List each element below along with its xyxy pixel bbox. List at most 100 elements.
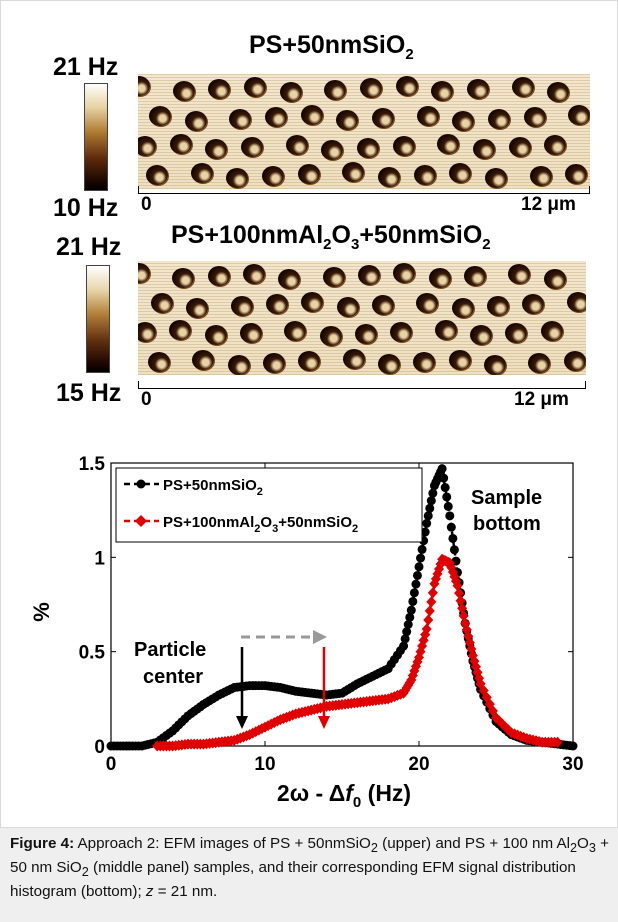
y-tick-label: 0 xyxy=(94,737,105,758)
top-colorbar-max-label: 21 Hz xyxy=(53,53,119,81)
histogram-chart: 0 10 20 30 0 0.5 1 1.5 PS+50nmSiO2 PS+100nmAl2O… xyxy=(29,454,584,811)
series-1-point xyxy=(405,612,415,622)
top-colorbar-min-label: 10 Hz xyxy=(53,194,119,222)
x-tick-label: 10 xyxy=(254,754,275,775)
series-2-point xyxy=(452,580,463,592)
efm-particle xyxy=(230,295,253,316)
efm-particle xyxy=(226,168,249,189)
series-1-point xyxy=(442,492,452,502)
efm-particle xyxy=(355,324,377,344)
efm-particle xyxy=(470,325,492,345)
middle-scale-start: 0 xyxy=(141,389,152,410)
middle-efm-image xyxy=(138,261,586,375)
series-1-point xyxy=(439,473,449,483)
efm-particle xyxy=(342,348,365,369)
efm-particle xyxy=(241,136,263,157)
efm-particle xyxy=(138,76,150,96)
middle-scale-bar xyxy=(138,381,586,389)
efm-particle xyxy=(169,320,192,340)
annotation-particle: Particle xyxy=(134,639,206,661)
series-2-point xyxy=(454,587,465,599)
efm-particle xyxy=(540,321,563,341)
efm-particle xyxy=(529,166,552,187)
series-1-point xyxy=(399,641,409,651)
series-1-point xyxy=(420,527,430,537)
efm-particle xyxy=(172,81,195,101)
series-2-point xyxy=(460,617,471,629)
series-1-point xyxy=(411,579,421,589)
middle-colorbar xyxy=(86,265,110,373)
efm-particle xyxy=(336,296,359,317)
series-1-point xyxy=(426,496,436,506)
efm-particle xyxy=(378,167,400,188)
series-1-point xyxy=(440,483,450,493)
series-2-point xyxy=(409,665,420,677)
efm-particle xyxy=(357,137,379,158)
series-1-point xyxy=(408,596,418,606)
efm-particle xyxy=(566,291,586,312)
efm-particle xyxy=(543,269,566,289)
efm-particle xyxy=(279,82,302,102)
series-2-point xyxy=(420,629,431,641)
series-2-point xyxy=(426,596,437,608)
series-2-point xyxy=(417,640,428,652)
efm-particle xyxy=(192,349,215,370)
efm-particle xyxy=(568,104,590,125)
efm-particle xyxy=(278,269,301,289)
efm-particle xyxy=(319,326,342,346)
series-2-point xyxy=(432,568,443,580)
efm-particle xyxy=(205,138,228,159)
efm-particle xyxy=(265,106,287,127)
efm-particle xyxy=(547,82,570,102)
red-marker-head xyxy=(318,716,330,729)
series-2-point xyxy=(470,661,481,673)
efm-particle xyxy=(485,168,507,189)
middle-colorbar-max-label: 21 Hz xyxy=(56,233,122,261)
efm-particle xyxy=(484,354,506,375)
efm-particle xyxy=(263,352,285,373)
series-1-point xyxy=(568,741,578,751)
series-1-point xyxy=(417,544,427,554)
annotation-bottom: bottom xyxy=(473,513,541,535)
efm-particle xyxy=(146,165,168,186)
series-2-point xyxy=(446,562,457,574)
middle-panel-title: PS+100nmAl2O3+50nmSiO2 xyxy=(171,221,491,253)
shift-arrow xyxy=(241,630,327,644)
efm-particle xyxy=(297,164,320,185)
efm-particle xyxy=(240,323,262,343)
shift-arrow-head xyxy=(313,630,327,644)
efm-particle xyxy=(298,350,321,371)
annotation-sample: Sample xyxy=(471,487,542,509)
efm-particle xyxy=(300,104,323,125)
series-1-point xyxy=(437,464,447,474)
top-panel-title: PS+50nmSiO2 xyxy=(249,31,414,63)
efm-particle xyxy=(138,135,156,156)
top-scale-start: 0 xyxy=(141,194,152,215)
particle-center-marker-black xyxy=(236,647,248,729)
efm-particle xyxy=(151,292,173,313)
efm-particle xyxy=(138,263,150,283)
series-2-point xyxy=(474,672,485,684)
top-efm-image xyxy=(138,74,590,189)
efm-particle xyxy=(393,263,416,283)
legend-label-series-1: PS+50nmSiO2 xyxy=(163,477,263,498)
efm-particle xyxy=(413,351,436,372)
y-axis-label: % xyxy=(29,602,54,622)
series-2-point xyxy=(421,623,432,635)
efm-particle xyxy=(204,325,227,345)
efm-particle xyxy=(285,134,308,155)
efm-particle xyxy=(522,293,545,314)
series-1-point xyxy=(412,570,422,580)
efm-particle xyxy=(207,266,230,286)
efm-particle xyxy=(449,163,472,184)
series-1-point xyxy=(403,619,413,629)
series-1-point xyxy=(423,511,433,521)
efm-particle xyxy=(262,166,284,187)
top-colorbar xyxy=(84,83,108,191)
efm-particle xyxy=(395,76,418,96)
efm-particle xyxy=(467,79,489,99)
series-1-point xyxy=(422,518,432,528)
top-scale-end: 12 μm xyxy=(521,194,576,215)
efm-particle xyxy=(473,138,495,159)
x-axis-label: 2ω - Δf0 (Hz) xyxy=(277,780,411,811)
